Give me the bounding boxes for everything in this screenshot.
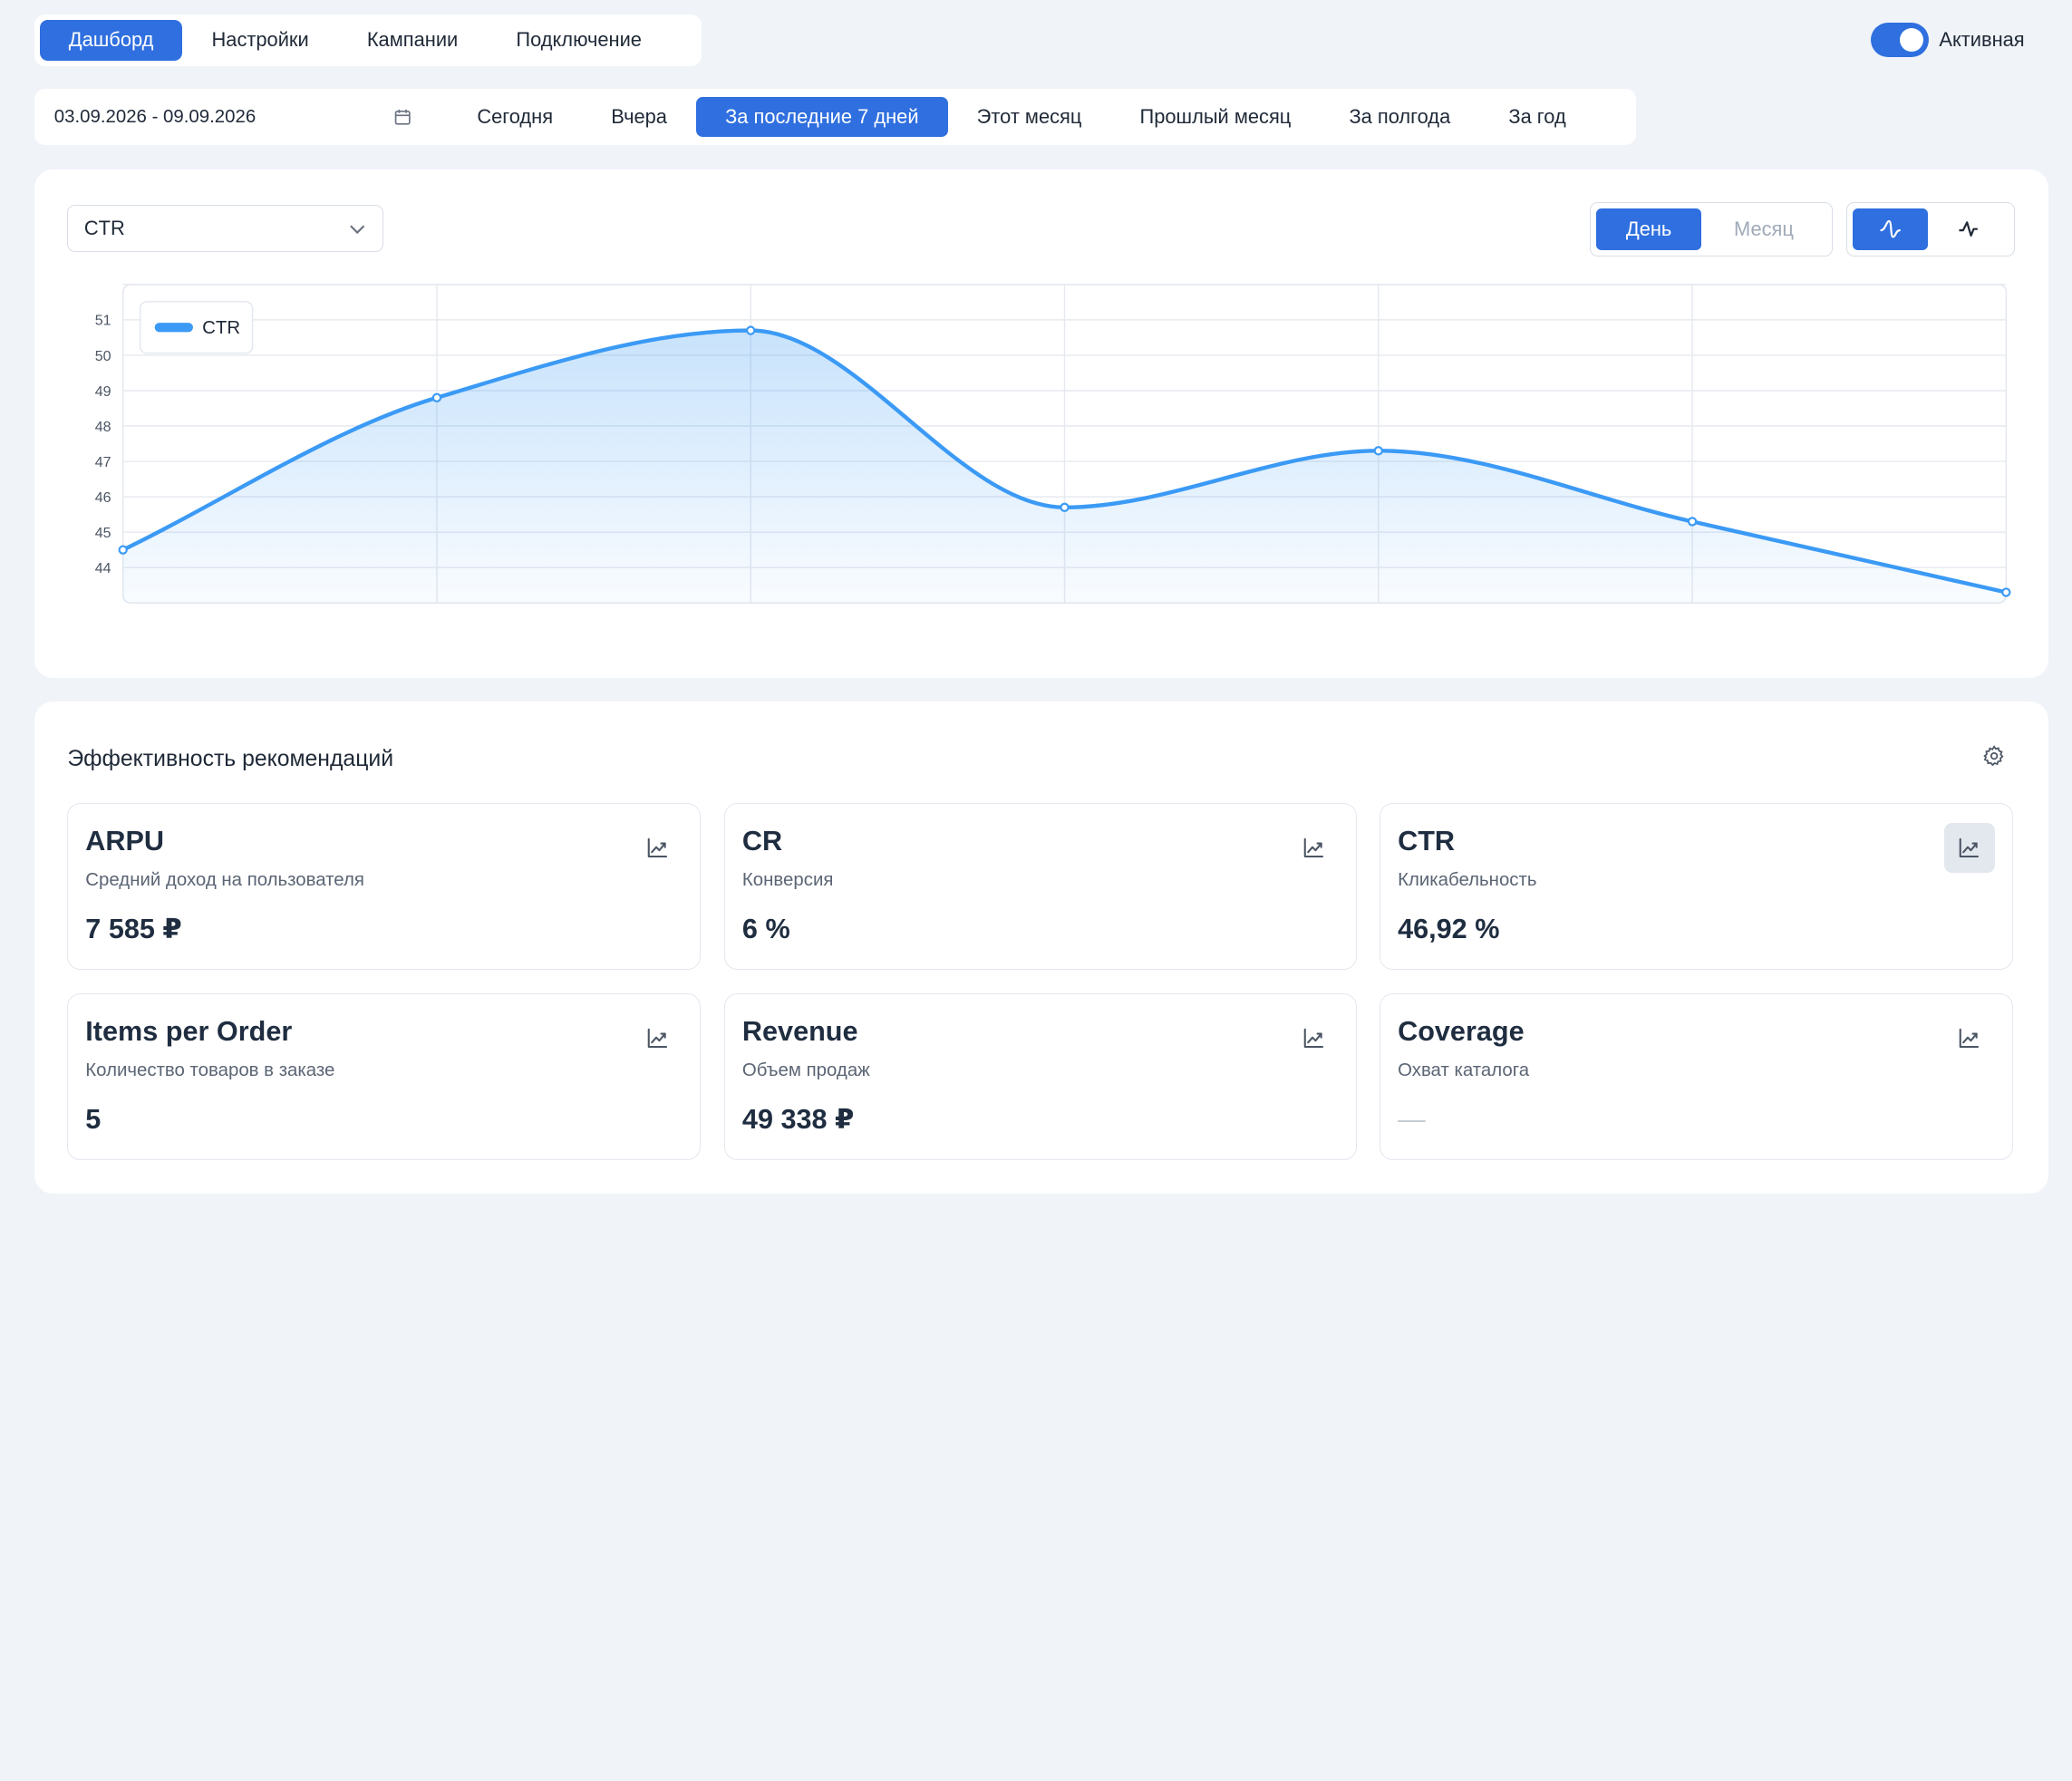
period-this-month[interactable]: Этот месяц: [976, 105, 1082, 128]
kpi-card-ctr[interactable]: CTR Кликабельность 46,92 %: [1380, 803, 2013, 971]
chart-card: 44 45 46 47 48 49 50 51 CTR CTR День Месяц: [34, 169, 2048, 678]
kpi-name: Items per Order: [85, 1015, 293, 1047]
line-style-switch: [1845, 202, 2016, 257]
ctr-data-point: [745, 325, 756, 335]
tab-settings[interactable]: Настройки: [211, 28, 309, 52]
kpi-description: Средний доход на пользователя: [85, 870, 364, 891]
tab-connection[interactable]: Подключение: [516, 28, 642, 52]
kpi-trend-button[interactable]: [1944, 822, 1995, 874]
ctr-data-point: [1687, 516, 1698, 527]
date-filter-bar: 03.09.2026 - 09.09.2026 Сегодня Вчера За…: [34, 88, 1636, 146]
kpi-value: —: [1398, 1104, 1426, 1136]
kpi-trend-button[interactable]: [1944, 1013, 1994, 1063]
date-range-value: 03.09.2026 - 09.09.2026: [53, 106, 257, 127]
ctr-data-point: [1060, 502, 1070, 512]
kpi-trend-button[interactable]: [632, 823, 682, 873]
trend-chart-icon: [1960, 837, 1980, 858]
granularity-day[interactable]: День: [1595, 208, 1702, 250]
kpi-description: Охват каталога: [1398, 1060, 1530, 1081]
kpi-card-arpu[interactable]: ARPU Средний доход на пользователя 7 585 ₽: [67, 803, 701, 971]
kpi-value: 7 585 ₽: [85, 914, 182, 945]
legend-label: CTR: [202, 317, 240, 337]
y-tick-label: 46: [95, 489, 111, 506]
period-today[interactable]: Сегодня: [477, 105, 554, 128]
smooth-line-button[interactable]: [1852, 208, 1928, 250]
kpi-name: Revenue: [741, 1015, 858, 1047]
recommendations-title: Эффективность рекомендаций: [67, 746, 394, 771]
ctr-chart: 44 45 46 47 48 49 50 51 CTR: [95, 283, 2011, 604]
metric-select[interactable]: CTR: [67, 204, 383, 253]
period-last-month[interactable]: Прошлый месяц: [1139, 105, 1292, 128]
trend-chart-icon: [1960, 1028, 1980, 1049]
kpi-value: 46,92 %: [1398, 914, 1500, 945]
gear-icon[interactable]: [1982, 744, 2006, 768]
metric-select-value: CTR: [83, 217, 125, 240]
kpi-value: 5: [85, 1104, 102, 1136]
straight-line-button[interactable]: [1931, 208, 2006, 249]
kpi-card-cr[interactable]: CR Конверсия 6 %: [723, 803, 1358, 971]
kpi-name: Coverage: [1398, 1015, 1525, 1047]
ctr-data-point: [2001, 586, 2011, 597]
kpi-card-revenue[interactable]: Revenue Объем продаж 49 338 ₽: [723, 993, 1358, 1161]
trend-chart-icon: [647, 1028, 667, 1049]
active-toggle-label: Активная: [1939, 27, 2025, 51]
trend-chart-icon: [647, 837, 667, 858]
kpi-trend-button[interactable]: [632, 1013, 682, 1063]
kpi-value: 6 %: [741, 914, 790, 945]
kpi-description: Количество товаров в заказе: [85, 1060, 335, 1081]
ctr-data-point: [118, 545, 128, 555]
straight-line-icon: [1958, 221, 1978, 237]
calendar-icon[interactable]: [393, 108, 411, 126]
granularity-switch: День Месяц: [1589, 202, 1834, 257]
kpi-description: Конверсия: [741, 870, 834, 891]
y-tick-label: 47: [95, 453, 111, 469]
date-range-input[interactable]: 03.09.2026 - 09.09.2026: [34, 89, 431, 146]
y-tick-label: 51: [95, 312, 111, 328]
toggle-knob: [1899, 27, 1923, 52]
period-last-7-days[interactable]: За последние 7 дней: [696, 97, 948, 137]
chevron-down-icon: [350, 225, 365, 235]
period-half-year[interactable]: За полгода: [1349, 105, 1451, 128]
kpi-name: CTR: [1398, 825, 1456, 857]
kpi-card-items-per-order[interactable]: Items per Order Количество товаров в зака…: [67, 993, 701, 1161]
y-tick-label: 49: [95, 382, 111, 399]
ctr-data-point: [431, 392, 442, 402]
legend-swatch: [154, 322, 193, 332]
granularity-month[interactable]: Месяц: [1733, 217, 1794, 240]
kpi-value: 49 338 ₽: [741, 1104, 855, 1136]
ctr-area-fill: [122, 330, 2007, 603]
active-toggle[interactable]: [1870, 22, 1929, 57]
trend-chart-icon: [1304, 1028, 1324, 1049]
y-tick-label: 44: [95, 560, 111, 576]
y-tick-label: 50: [95, 347, 111, 363]
y-tick-label: 45: [95, 525, 111, 541]
kpi-name: ARPU: [85, 825, 165, 857]
kpi-trend-button[interactable]: [1289, 1013, 1339, 1063]
recommendations-card: Эффективность рекомендаций ARPU Средний д…: [34, 702, 2048, 1194]
y-tick-label: 48: [95, 418, 111, 434]
kpi-description: Кликабельность: [1398, 870, 1537, 891]
period-yesterday[interactable]: Вчера: [611, 105, 667, 128]
kpi-name: CR: [741, 825, 783, 857]
chart-legend: [139, 300, 254, 354]
smooth-line-icon: [1879, 220, 1901, 238]
tab-campaigns[interactable]: Кампании: [366, 28, 459, 52]
kpi-card-coverage[interactable]: Coverage Охват каталога —: [1380, 993, 2013, 1161]
main-nav: Дашборд Настройки Кампании Подключение: [34, 15, 702, 66]
kpi-trend-button[interactable]: [1289, 823, 1339, 873]
tab-dashboard[interactable]: Дашборд: [39, 19, 183, 62]
trend-chart-icon: [1304, 837, 1324, 858]
kpi-description: Объем продаж: [741, 1060, 870, 1081]
ctr-data-point: [1373, 445, 1383, 456]
status-toggle-group: Активная: [1870, 22, 2025, 57]
period-year[interactable]: За год: [1508, 105, 1566, 128]
